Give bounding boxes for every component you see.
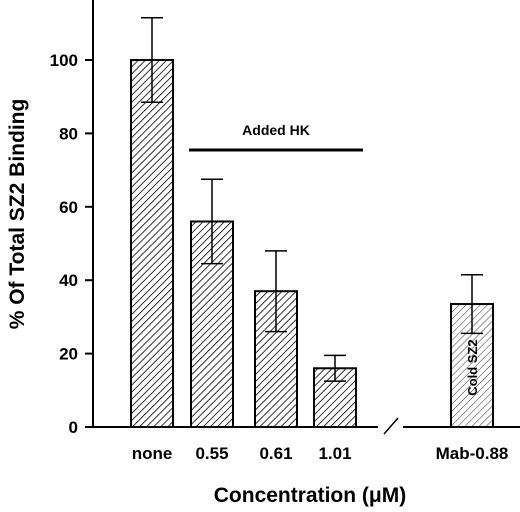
y-tick-label: 20 [59,345,78,364]
y-tick-label: 80 [59,124,78,143]
axes-layer: none 0.55 0.61 1.01 Mab-0.88 0 20 40 60 80 100 [50,0,520,463]
added-hk-label: Added HK [242,122,310,138]
bar-none [130,59,174,428]
axis-break-mark [383,417,399,435]
y-tick-label: 100 [50,51,78,70]
y-tick-label: 40 [59,271,78,290]
x-axis-title: Concentration (μM) [214,484,407,507]
x-tick-label: 0.61 [259,444,292,463]
annotations-layer: Added HK Cold SZ2 [189,122,480,396]
y-tick-label: 0 [69,418,78,437]
cold-sz2-label: Cold SZ2 [465,339,480,395]
y-axis-title: % Of Total SZ2 Binding [6,99,29,330]
x-tick-label: none [132,444,173,463]
x-tick-label: 1.01 [318,444,351,463]
bars-layer [130,17,494,428]
x-tick-label: Mab-0.88 [436,444,509,463]
y-tick-label: 60 [59,198,78,217]
x-tick-label: 0.55 [195,444,228,463]
